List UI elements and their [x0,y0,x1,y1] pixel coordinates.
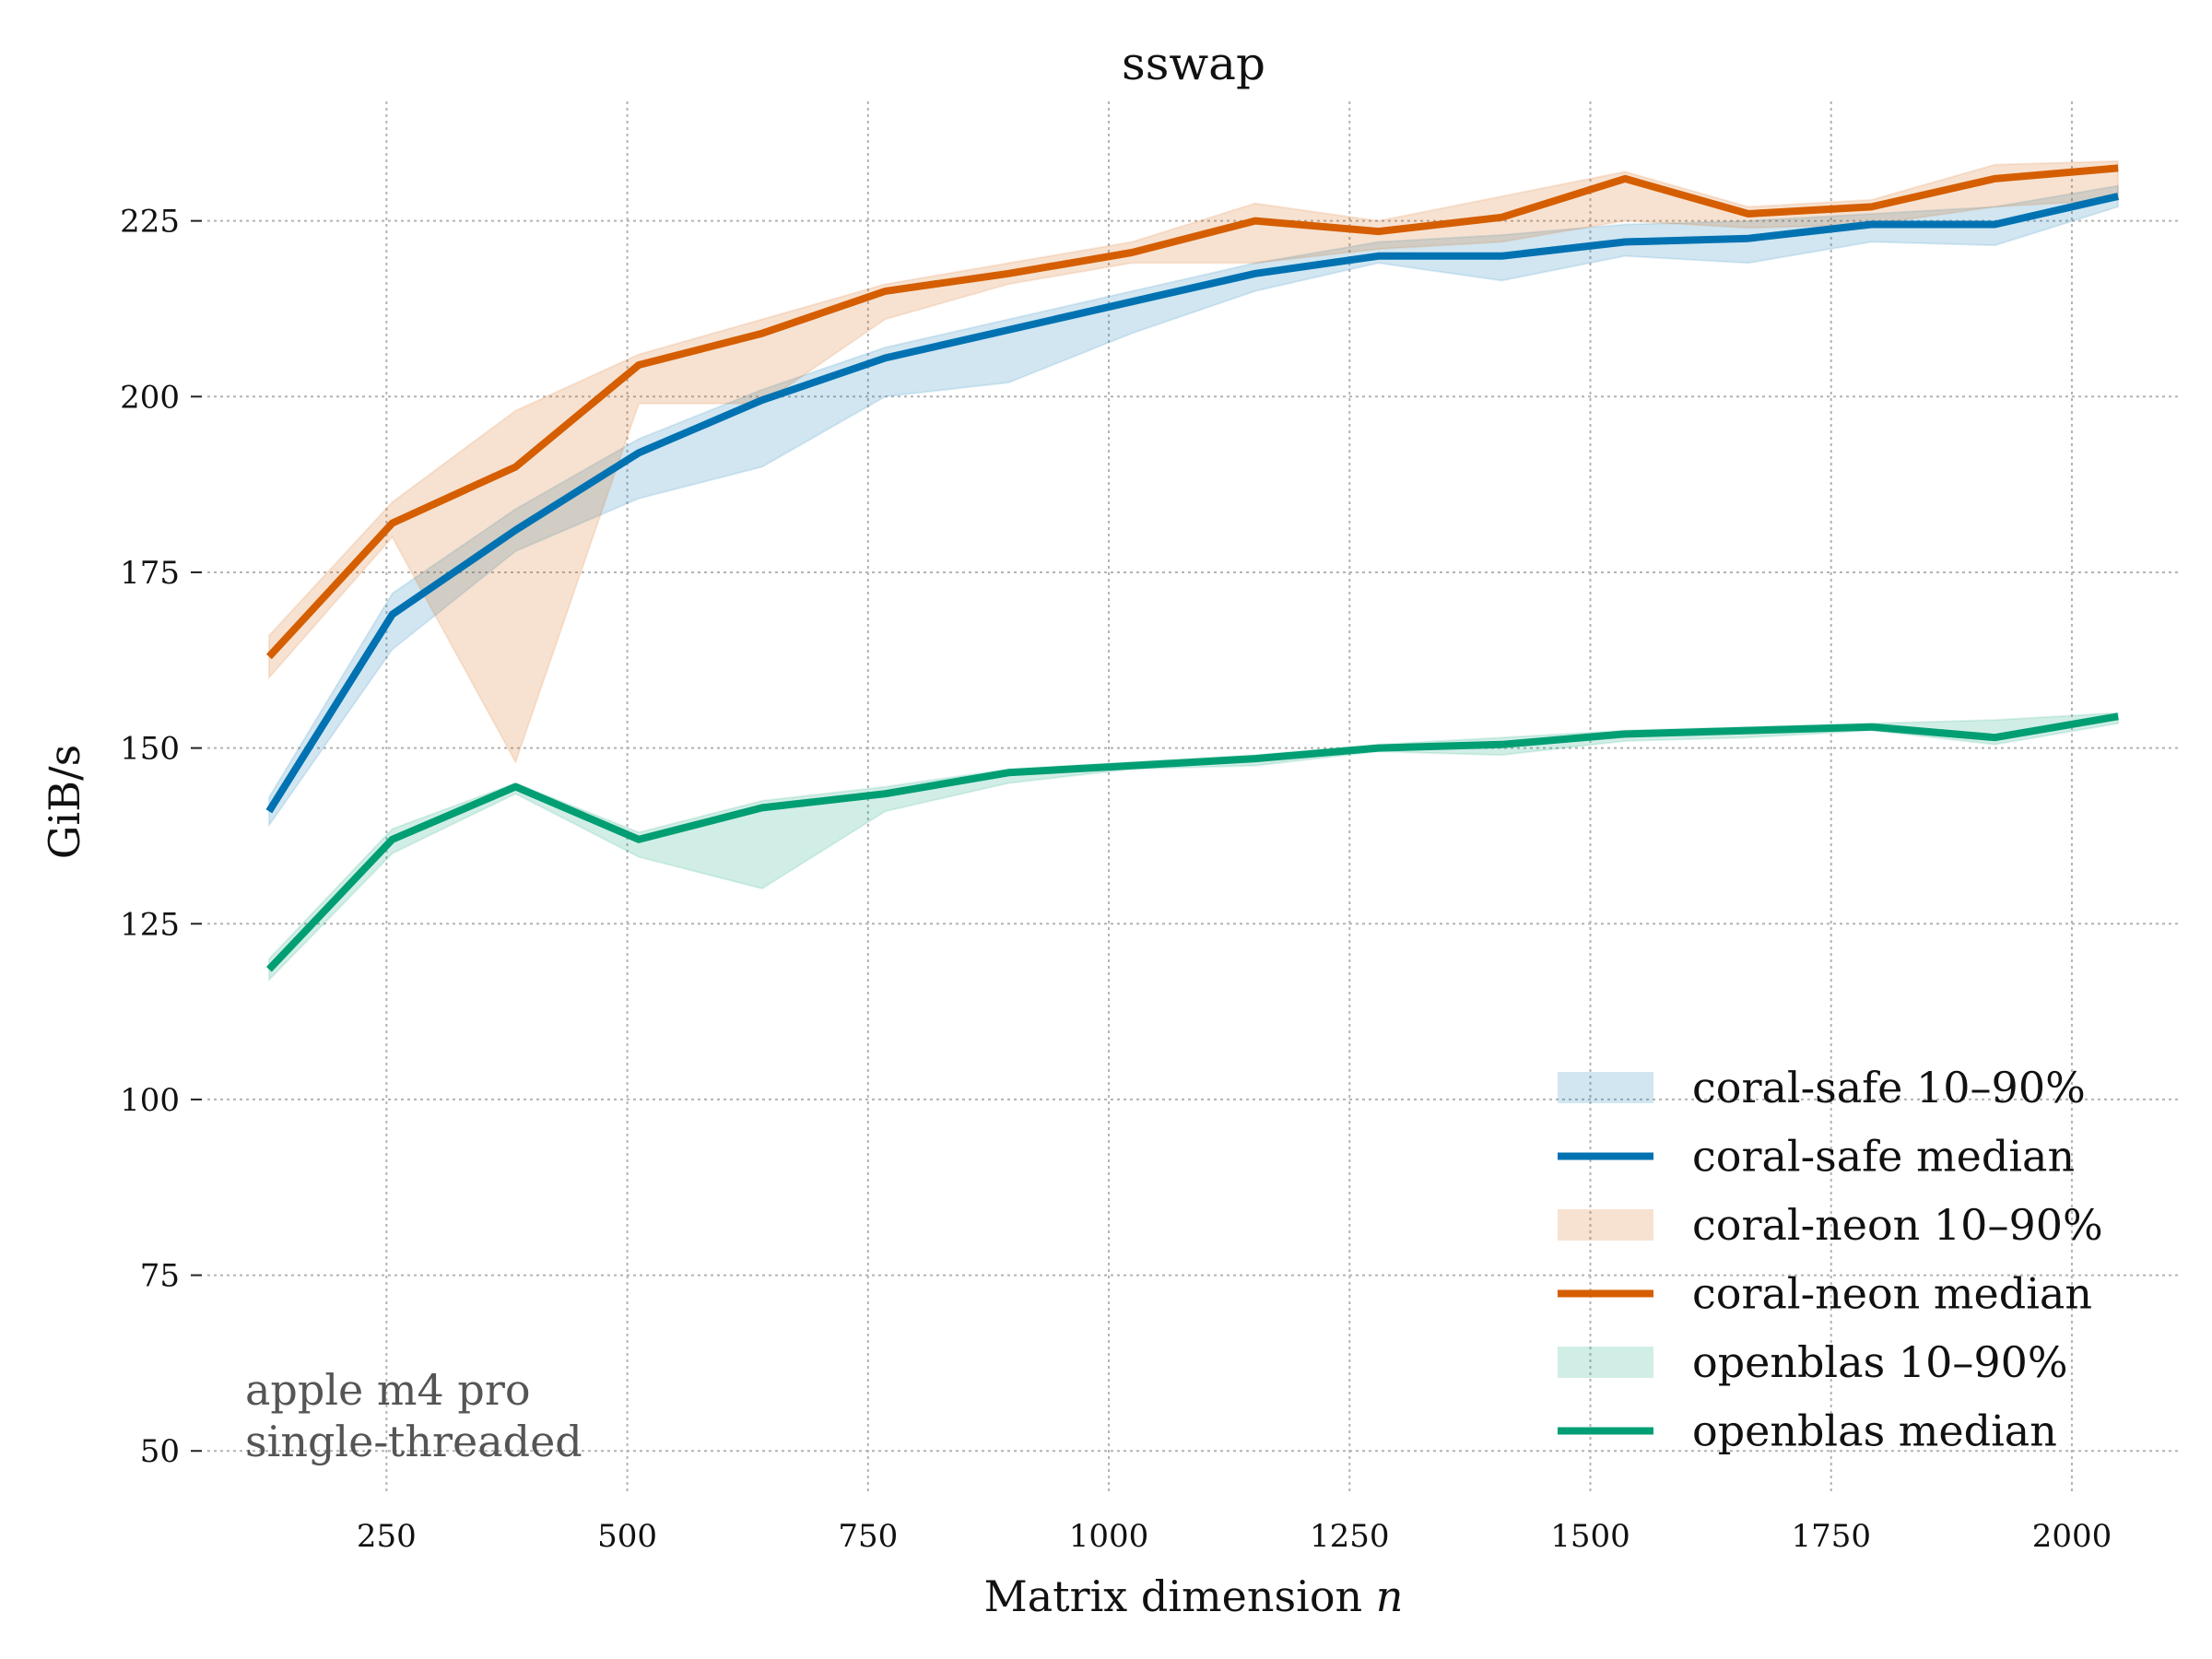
legend-label: coral-safe 10–90% [1692,1063,2086,1112]
x-tick-label: 250 [357,1518,417,1555]
y-tick-label: 50 [140,1433,180,1470]
openblas-median-line [265,712,2119,972]
x-tick-label: 2000 [2032,1518,2112,1555]
chart-title: sswap [1122,37,1265,90]
y-axis-label: GiB/s [40,745,89,859]
line-layer [265,164,2119,972]
legend-label: coral-safe median [1692,1132,2075,1182]
x-axis-label-var: n [1376,1571,1404,1621]
y-tick-label: 75 [140,1258,180,1295]
legend-label: openblas 10–90% [1692,1337,2068,1387]
legend-label: coral-neon median [1692,1269,2092,1319]
y-tick-label: 175 [120,555,180,592]
x-axis-label: Matrix dimension n [984,1571,1404,1621]
openblas-band-swatch [1558,1347,1653,1378]
band-layer [267,159,2120,982]
legend-label: openblas median [1692,1406,2057,1456]
x-axis-label-text: Matrix dimension [984,1571,1376,1621]
openblas-band [267,712,2120,982]
legend-label: coral-neon 10–90% [1692,1200,2103,1250]
annotation-line-2: single-threaded [245,1417,582,1466]
coral-safe-median-line [265,193,2119,814]
y-tick-label: 150 [120,731,180,768]
y-tick-label: 225 [120,204,180,241]
y-tick-label: 125 [120,906,180,943]
y-tick-label: 200 [120,379,180,416]
x-tick-label: 500 [597,1518,657,1555]
legend: coral-safe 10–90% coral-safe median coral-… [1558,1063,2103,1456]
x-tick-label: 1500 [1550,1518,1630,1555]
x-tick-label: 750 [838,1518,898,1555]
tick-layer: 250 500 750 1000 1250 1500 1750 2000 50 75 100 125 1… [120,204,2112,1555]
x-tick-label: 1000 [1069,1518,1149,1555]
coral-safe-band-swatch [1558,1072,1653,1103]
coral-safe-band [267,184,2120,829]
x-tick-label: 1250 [1310,1518,1390,1555]
coral-neon-band [267,159,2120,765]
annotation: apple m4 pro single-threaded [245,1365,582,1466]
x-tick-label: 1750 [1791,1518,1871,1555]
coral-neon-median-line [265,164,2119,660]
annotation-line-1: apple m4 pro [245,1365,531,1415]
y-tick-label: 100 [120,1082,180,1119]
coral-neon-band-swatch [1558,1209,1653,1241]
